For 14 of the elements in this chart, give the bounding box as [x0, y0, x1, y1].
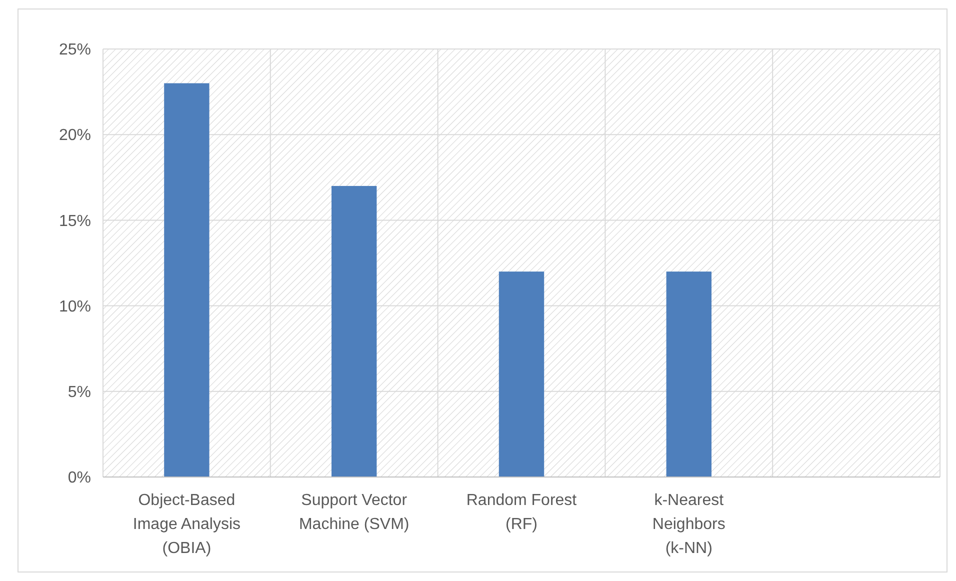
bar: [164, 83, 210, 477]
bar: [498, 272, 544, 477]
x-tick-label: Random Forest (RF): [466, 492, 578, 533]
y-tick-label: 20%: [58, 127, 91, 144]
x-tick-label: Support Vector Machine (SVM): [298, 492, 410, 533]
y-tick-label: 5%: [68, 384, 91, 401]
y-tick-label: 25%: [58, 42, 91, 59]
bar: [332, 186, 377, 477]
bar: [666, 272, 712, 477]
x-tick-label: Object-Based Image Analysis (OBIA): [132, 492, 241, 557]
y-tick-label: 10%: [58, 298, 91, 316]
x-tick-label: k-Nearest Neighbors (k-NN): [652, 492, 726, 557]
y-tick-label: 0%: [68, 470, 91, 487]
y-tick-label: 15%: [58, 212, 91, 230]
